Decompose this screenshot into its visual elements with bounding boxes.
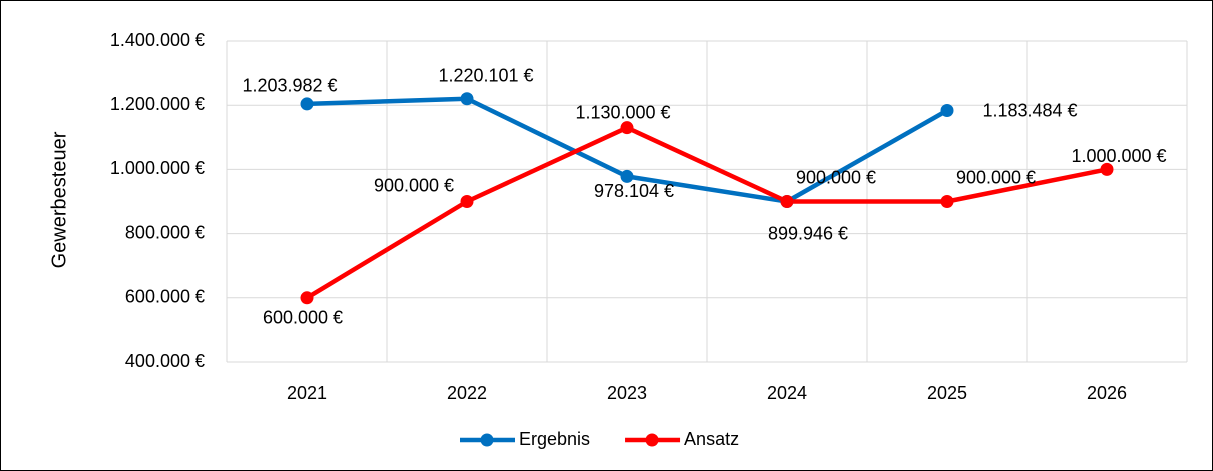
data-label: 1.220.101 €	[438, 65, 533, 85]
legend-marker	[645, 433, 659, 447]
data-label: 1.000.000 €	[1071, 146, 1166, 166]
data-point	[780, 195, 794, 208]
legend-label: Ansatz	[684, 429, 739, 449]
data-label: 900.000 €	[374, 175, 454, 195]
data-label: 899.946 €	[768, 223, 848, 243]
data-point	[460, 195, 474, 208]
legend-label: Ergebnis	[519, 429, 590, 449]
y-tick-label: 1.400.000 €	[110, 30, 205, 50]
x-tick-label: 2025	[927, 383, 967, 403]
x-tick-label: 2022	[447, 383, 487, 403]
plot: 1.203.982 € 1.220.101 € 978.104 € 899.946 €…	[242, 65, 1166, 327]
data-point	[940, 195, 954, 208]
legend-marker	[480, 433, 494, 447]
y-tick-label: 1.200.000 €	[110, 94, 205, 114]
data-label: 600.000 €	[263, 308, 343, 328]
x-tick-label: 2026	[1087, 383, 1127, 403]
data-label: 978.104 €	[594, 181, 674, 201]
data-point	[460, 92, 474, 106]
data-label: 900.000 €	[956, 167, 1036, 187]
data-label: 1.130.000 €	[575, 102, 670, 122]
data-label: 1.183.484 €	[982, 100, 1077, 120]
y-tick-label: 400.000 €	[125, 351, 205, 371]
data-label: 1.203.982 €	[242, 76, 337, 96]
y-tick-label: 800.000 €	[125, 222, 205, 242]
data-point	[1100, 162, 1114, 176]
y-axis-label: Gewerbesteuer	[48, 131, 70, 268]
data-point	[620, 121, 634, 135]
data-label: 900.000 €	[796, 167, 876, 187]
x-tick-label: 2023	[607, 383, 647, 403]
grid	[226, 40, 1188, 363]
data-point	[940, 104, 954, 118]
x-tick-label: 2021	[287, 383, 327, 403]
data-point	[300, 291, 314, 305]
data-point	[620, 169, 634, 183]
series-line	[305, 125, 1108, 300]
y-tick-label: 600.000 €	[125, 287, 205, 307]
data-point	[300, 97, 314, 111]
x-tick-label: 2024	[767, 383, 807, 403]
y-tick-label: 1.000.000 €	[110, 158, 205, 178]
